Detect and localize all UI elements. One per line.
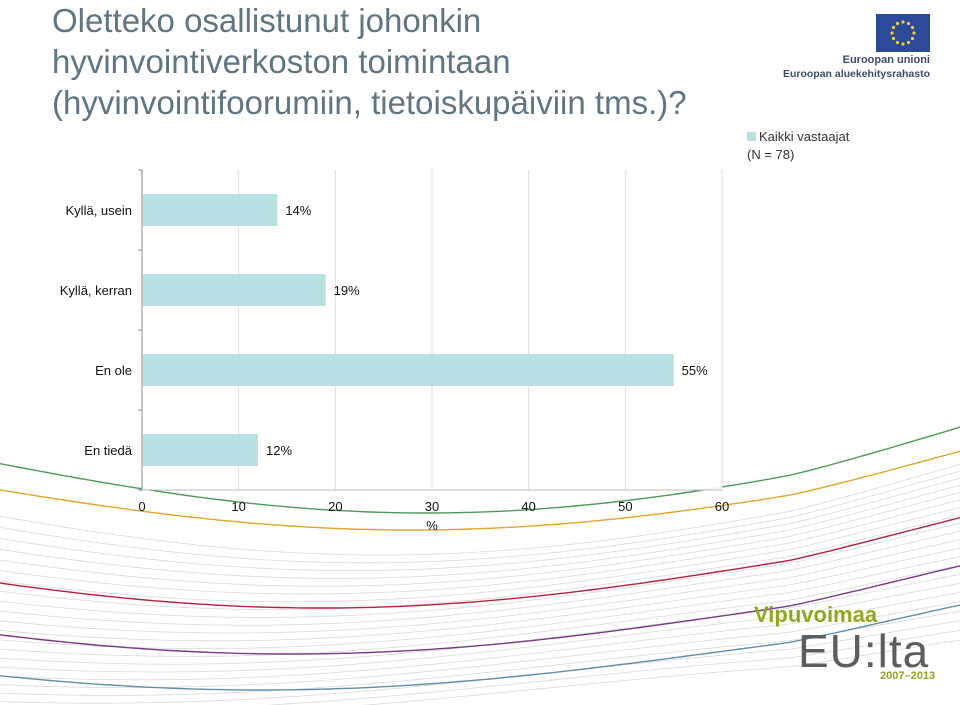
category-label: En ole bbox=[95, 363, 132, 378]
bar bbox=[143, 434, 258, 466]
bar bbox=[143, 274, 326, 306]
background-wave-line bbox=[0, 530, 960, 626]
background-wave-line bbox=[0, 507, 960, 603]
background-wave-red bbox=[0, 516, 960, 609]
category-label: Kyllä, kerran bbox=[60, 283, 132, 298]
background-wave-line bbox=[0, 539, 960, 634]
eu-logo-text-1: Euroopan unioni bbox=[842, 54, 930, 66]
background-wave-line bbox=[362, 639, 960, 705]
legend-entry: Kaikki vastaajat bbox=[747, 129, 849, 144]
chart-legend: Kaikki vastaajat (N = 78) bbox=[747, 128, 849, 164]
category-label: En tiedä bbox=[84, 443, 132, 458]
category-label: Kyllä, usein bbox=[66, 203, 132, 218]
background-wave-line bbox=[0, 464, 960, 556]
x-axis-label: % bbox=[426, 518, 438, 533]
background-wave-line bbox=[0, 582, 960, 673]
background-wave-line bbox=[0, 610, 960, 696]
eu-star-icon bbox=[910, 25, 915, 30]
background-wave-line bbox=[0, 477, 960, 571]
background-wave-line bbox=[0, 522, 960, 618]
background-wave-purple bbox=[0, 565, 960, 655]
bar bbox=[143, 194, 278, 226]
eu-star-icon bbox=[895, 40, 900, 45]
legend-label: Kaikki vastaajat bbox=[759, 129, 850, 144]
background-wave-blue bbox=[0, 604, 960, 691]
background-wave-line bbox=[0, 484, 960, 579]
data-label: 19% bbox=[334, 283, 360, 298]
x-tick-label: 20 bbox=[328, 499, 342, 514]
x-tick-label: 30 bbox=[425, 499, 439, 514]
x-tick-label: 50 bbox=[618, 499, 632, 514]
eu-star-icon bbox=[901, 20, 905, 24]
data-label: 14% bbox=[285, 203, 311, 218]
legend-swatch bbox=[747, 132, 756, 141]
background-wave-line bbox=[0, 556, 960, 649]
legend-sublabel: (N = 78) bbox=[747, 147, 795, 162]
eu-star-icon bbox=[891, 25, 896, 30]
background-wave-line bbox=[0, 514, 960, 610]
vipu-logo-years: 2007–2013 bbox=[880, 670, 936, 682]
eu-star-icon bbox=[912, 31, 916, 35]
background-wave-green bbox=[0, 426, 960, 514]
background-wave-line bbox=[0, 499, 960, 595]
data-label: 55% bbox=[682, 363, 708, 378]
title-line-1: Oletteko osallistunut johonkin bbox=[52, 2, 482, 39]
background-wave-line bbox=[0, 592, 960, 681]
title-line-2: hyvinvointiverkoston toimintaan bbox=[52, 43, 511, 80]
background-wave-line bbox=[0, 564, 960, 657]
eu-star-icon bbox=[891, 36, 896, 41]
x-tick-label: 60 bbox=[715, 499, 729, 514]
background-wave-line bbox=[264, 629, 960, 705]
bar bbox=[143, 354, 674, 386]
background-wave-orange bbox=[0, 450, 960, 531]
x-tick-label: 0 bbox=[138, 499, 145, 514]
eu-star-icon bbox=[901, 42, 905, 46]
title-line-3: (hyvinvointifoorumiin, tietoiskupäiviin … bbox=[52, 84, 687, 121]
eu-star-icon bbox=[890, 31, 894, 35]
data-label: 12% bbox=[266, 443, 292, 458]
eu-star-icon bbox=[910, 36, 915, 41]
vipuvoimaa-logo: Vipuvoimaa EU:lta 2007–2013 bbox=[752, 602, 952, 692]
x-tick-label: 10 bbox=[231, 499, 245, 514]
vipu-logo-text-2: EU:lta bbox=[798, 625, 930, 677]
eu-flag-icon bbox=[876, 14, 930, 52]
eu-logo-text-2: Euroopan aluekehitysrahasto bbox=[782, 68, 930, 80]
page-title: Oletteko osallistunut johonkin hyvinvoin… bbox=[52, 0, 792, 123]
vipu-logo-text-1: Vipuvoimaa bbox=[754, 602, 878, 627]
x-tick-label: 40 bbox=[521, 499, 535, 514]
eu-star-icon bbox=[895, 21, 900, 26]
background-wave-line bbox=[0, 470, 960, 564]
eu-star-icon bbox=[906, 21, 911, 26]
eu-star-icon bbox=[906, 40, 911, 45]
background-wave-line bbox=[0, 547, 960, 642]
background-wave-line bbox=[0, 492, 960, 587]
eu-logo: Euroopan unioni Euroopan aluekehitysraha… bbox=[783, 14, 940, 86]
